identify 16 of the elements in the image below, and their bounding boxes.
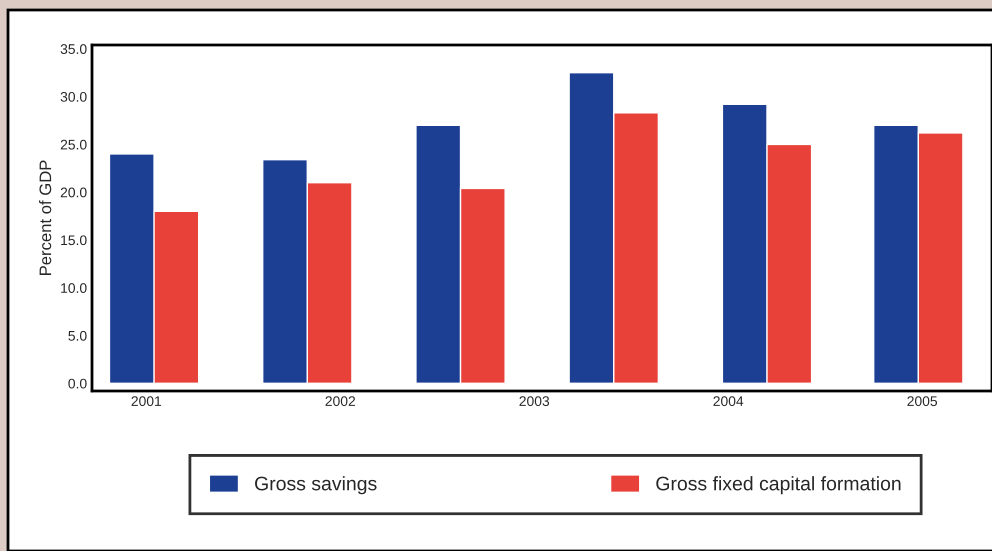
y-tick-label: 5.0: [68, 330, 87, 341]
y-tick-label: 10.0: [61, 283, 87, 293]
x-tick-label: 2004: [713, 396, 744, 406]
legend-label: Gross fixed capital formation: [656, 476, 900, 494]
legend-label: Gross savings: [255, 476, 377, 494]
x-tick-label: 2005: [907, 396, 938, 406]
y-tick-label: 20.0: [60, 188, 87, 198]
x-tick-label: 2001: [132, 396, 162, 406]
x-tick-label: 2003: [519, 396, 550, 406]
y-axis-title: Percent of GDP: [39, 160, 52, 275]
y-tick-label: 25.0: [60, 140, 87, 150]
x-tick-label: 2002: [326, 396, 356, 406]
y-tick-label: 15.0: [61, 235, 87, 246]
y-tick-label: 30.0: [60, 92, 87, 102]
y-tick-label: 0.0: [68, 378, 87, 389]
y-tick-label: 35.0: [60, 44, 87, 54]
